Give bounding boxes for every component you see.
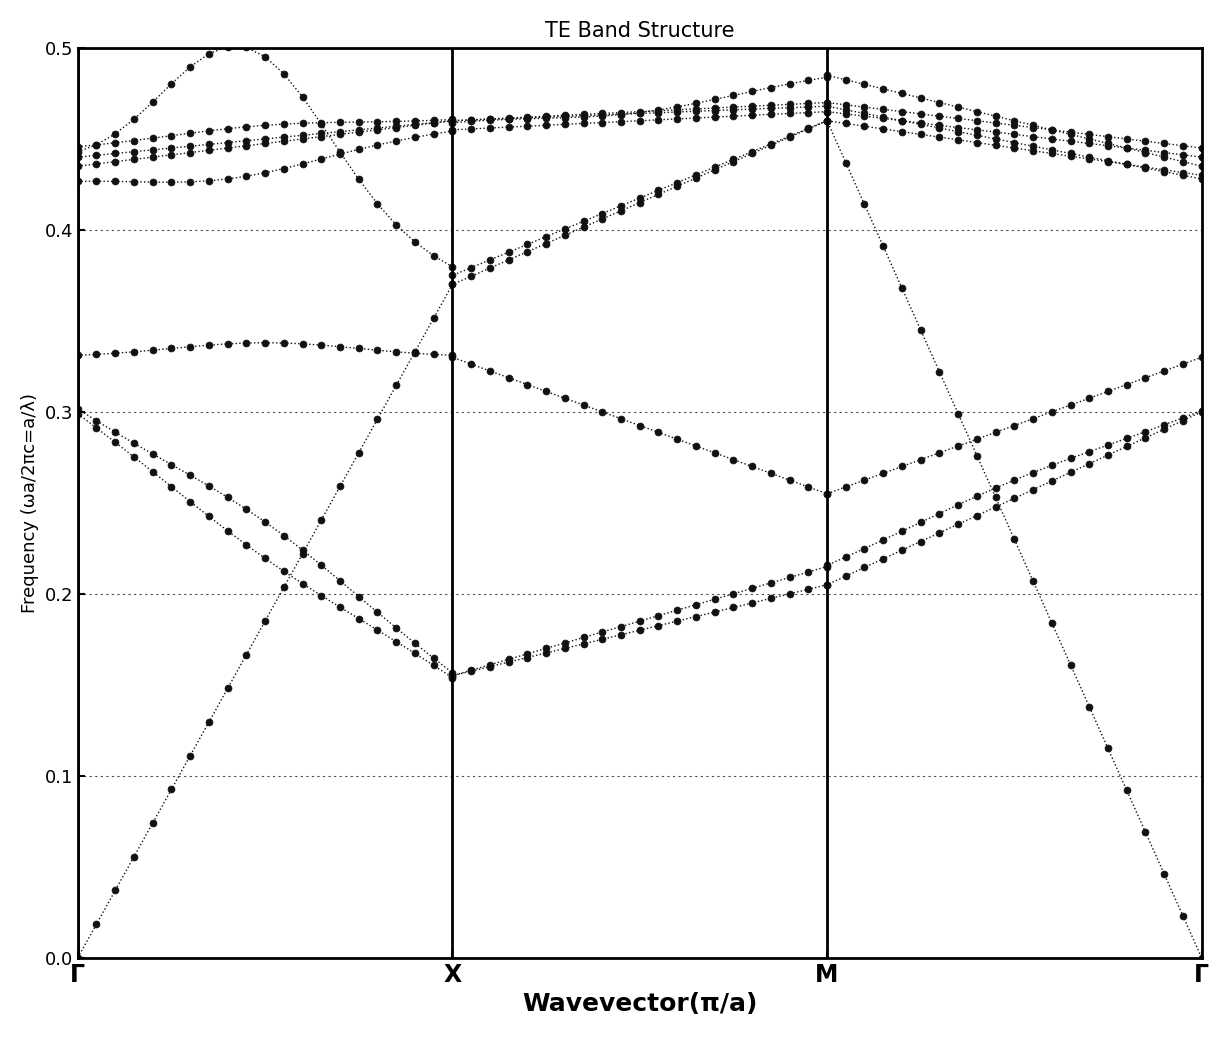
Title: TE Band Structure: TE Band Structure — [545, 21, 734, 40]
Y-axis label: Frequency (ωa/2πc=a/λ): Frequency (ωa/2πc=a/λ) — [21, 393, 39, 613]
X-axis label: Wavevector(π/a): Wavevector(π/a) — [522, 992, 758, 1016]
